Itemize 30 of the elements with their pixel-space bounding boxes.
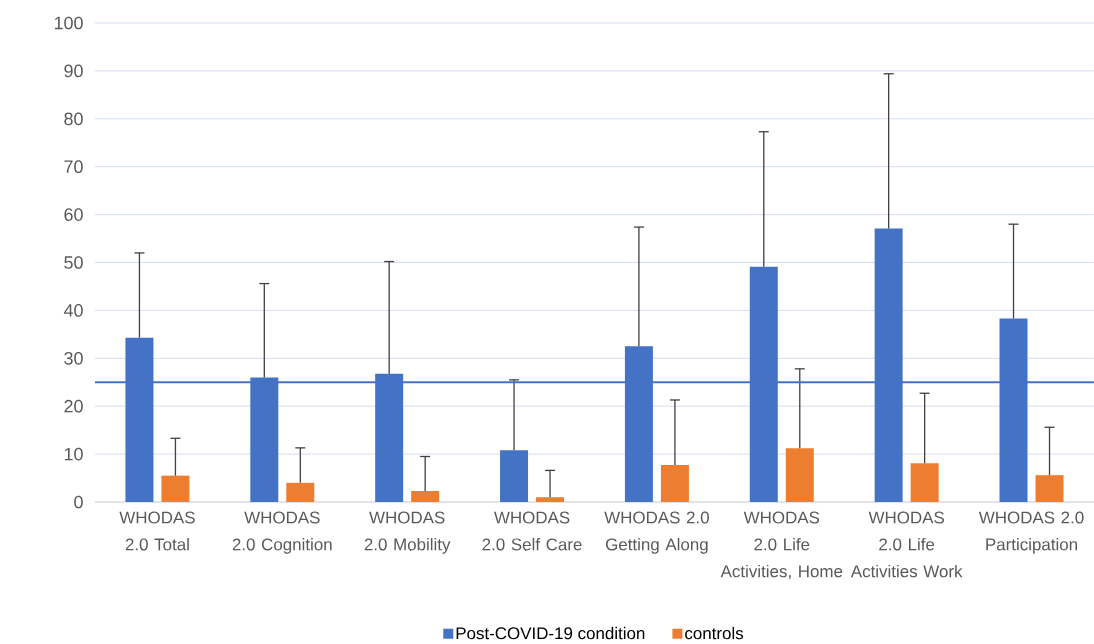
x-tick-label: WHODAS 2.0 Cognition: [232, 511, 332, 554]
x-tick-label: WHODAS 2.0 Participation: [978, 511, 1084, 554]
y-tick-label: 60: [64, 208, 83, 221]
y-tick-label: 40: [63, 304, 83, 317]
y-tick-label: 90: [64, 64, 83, 78]
y-tick-label: 30: [64, 351, 83, 365]
x-tick-label: WHODAS 2.0 Mobility: [364, 511, 451, 554]
y-tick-label: 10: [64, 447, 83, 461]
y-tick-label: 70: [64, 160, 83, 174]
legend-label: controls: [685, 626, 744, 640]
bar: [161, 475, 190, 502]
x-tick-label: WHODAS 2.0 Getting Along: [604, 511, 709, 554]
bar: [411, 490, 440, 502]
y-tick-label: 0: [74, 495, 83, 509]
y-tick-label: 100: [54, 16, 83, 30]
x-tick-label: WHODAS 2.0 Life Activities, Home: [720, 511, 843, 580]
bar: [536, 497, 565, 502]
bar: [286, 482, 315, 502]
bar: [500, 450, 529, 502]
y-tick-label: 20: [64, 399, 83, 413]
x-tick-label: WHODAS 2.0 Life Activities Work: [850, 511, 963, 578]
bar: [1035, 475, 1064, 502]
x-tick-label: WHODAS 2.0 Total: [119, 511, 195, 551]
bar: [785, 448, 814, 502]
y-tick-label: 50: [64, 256, 83, 269]
x-tick-label: WHODAS 2.0 Self Care: [482, 511, 582, 551]
y-tick-label: 80: [64, 112, 83, 126]
legend-label: Post-COVID-19 condition: [456, 626, 645, 640]
bar: [910, 463, 939, 502]
bar: [660, 465, 689, 502]
